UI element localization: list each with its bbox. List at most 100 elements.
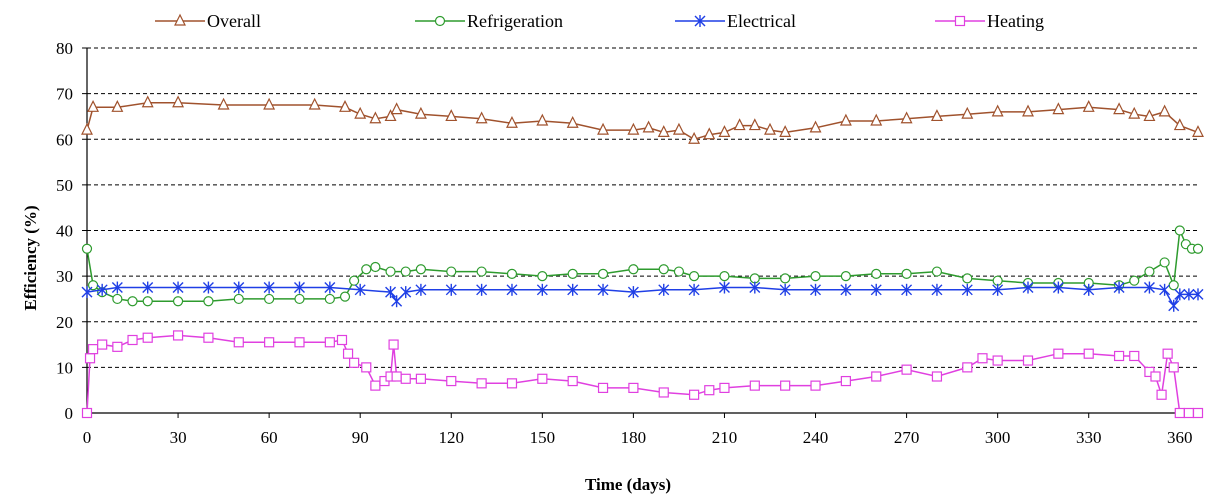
series-heating-point [992,355,1003,366]
series-electrical-point [1052,281,1064,294]
series-heating-point [1162,348,1173,359]
series-heating-point [810,380,821,391]
x-tick-label: 90 [352,428,369,447]
series-electrical-point [202,281,214,294]
series-heating-point [415,373,427,384]
series-refrigeration-point [233,293,244,305]
series-electrical-point [1143,281,1155,294]
series-refrigeration-point [349,275,360,286]
series-refrigeration-point [901,268,912,279]
legend-electrical-label: Electrical [727,11,796,31]
y-tick-label: 20 [56,313,73,332]
series-overall-point [839,113,852,126]
series-heating-point [704,385,715,396]
series-overall-point [369,111,382,124]
series-electrical-point [445,283,457,296]
series-overall-point [339,99,351,112]
series-refrigeration-point [112,293,123,305]
series-heating-point [1113,350,1125,362]
series-overall-point [172,95,185,108]
series-heating-point [962,362,973,373]
series-overall-point [688,131,701,144]
series-heating-point [476,378,487,389]
series-overall-point [1173,118,1186,131]
series-refrigeration-point [142,296,153,307]
series-group [81,95,1204,419]
series-heating-point [749,380,760,391]
series-heating-point [84,353,96,364]
series-overall-point [566,115,579,128]
series-overall-point [961,106,974,119]
series-refrigeration-point [476,266,487,277]
series-heating-point [901,364,912,375]
series-heating-point [142,332,153,343]
x-tick-label: 0 [83,428,92,447]
series-overall-point [111,99,124,112]
series-heating-point [1192,407,1204,419]
series-electrical-point [354,283,366,296]
series-electrical-point [840,283,852,296]
series-overall-point [141,95,154,108]
series-electrical-point [870,283,882,296]
series-overall-point [627,122,640,135]
series-electrical-point [172,281,184,294]
series-electrical-point [1192,288,1204,301]
x-tick-label: 150 [530,428,556,447]
x-tick-label: 180 [621,428,647,447]
series-heating-point [342,348,354,359]
series-heating-point [719,382,730,394]
series-refrigeration-point [339,291,351,302]
legend-refrigeration-label: Refrigeration [467,11,563,31]
series-overall-point [597,122,610,135]
series-heating-point [336,334,348,346]
series-heating-point [1129,350,1140,362]
series-electrical-point [992,283,1004,296]
series-overall-point [779,125,792,138]
legend-overall-point [174,13,186,26]
series-electrical-point [1159,283,1171,296]
series-electrical-point [1168,299,1180,312]
x-tick-label: 210 [712,428,738,447]
series-heating-point [446,375,457,387]
series-electrical-point [1113,281,1125,294]
series-refrigeration-point [597,268,609,279]
series-electrical-point [415,283,427,296]
y-tick-label: 10 [56,358,73,377]
legend-overall: Overall [155,11,261,31]
x-tick-label: 120 [439,428,465,447]
x-tick-label: 330 [1076,428,1102,447]
series-heating [81,330,1204,419]
series-electrical-point [81,286,93,299]
legend-heating: Heating [935,11,1044,31]
y-tick-label: 80 [56,39,73,58]
series-heating-point [1053,348,1064,359]
series-refrigeration-point [719,271,730,282]
series-heating-point [1156,389,1167,400]
series-overall [81,95,1204,144]
series-refrigeration-point [689,271,700,282]
series-refrigeration-point [871,268,882,279]
series-refrigeration-point [506,268,518,279]
series-overall-point [1082,99,1095,112]
series-heating-point [567,375,578,387]
series-electrical-point [627,286,639,299]
series-overall-point [718,125,731,138]
series-refrigeration-point [962,273,973,284]
series-overall-point [1143,109,1156,122]
series-electrical [81,281,1204,312]
series-electrical-point [658,283,670,296]
x-tick-label: 60 [261,428,278,447]
series-overall-point [1128,106,1141,119]
series-electrical-point [1083,283,1095,296]
series-heating-point [977,353,988,364]
series-electrical-point [1174,288,1186,301]
series-overall-point [991,104,1004,117]
series-refrigeration-point [385,266,396,277]
legend-heating-label: Heating [987,11,1044,31]
y-tick-label: 60 [56,130,73,149]
series-heating-point [400,373,411,384]
series-electrical-point [597,283,609,296]
series-electrical-point [263,281,275,294]
series-electrical-point [400,286,412,299]
